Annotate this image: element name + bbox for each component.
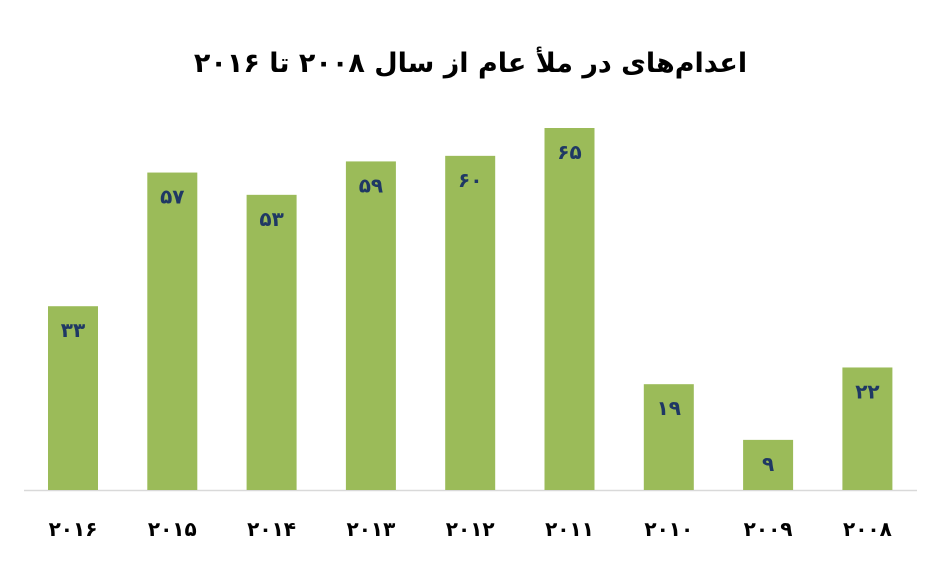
x-tick-label: ۲۰۱۵: [148, 517, 197, 541]
data-label: ۶۰: [458, 168, 482, 192]
x-tick-label: ۲۰۱۰: [644, 517, 693, 541]
bar: [345, 161, 396, 490]
bar: [743, 439, 794, 490]
bar: [544, 128, 595, 490]
data-label: ۶۵: [557, 140, 581, 164]
chart-title: اعدام‌های در ملأ عام از سال ۲۰۰۸ تا ۲۰۱۶: [193, 48, 748, 79]
bar: [246, 194, 297, 491]
x-tick-label: ۲۰۱۳: [346, 517, 395, 541]
bar: [48, 306, 98, 490]
x-tick-label: ۲۰۱۶: [49, 517, 98, 541]
x-tick-label: ۲۰۰۸: [843, 517, 892, 541]
data-label: ۲۲: [855, 379, 879, 403]
bar: [643, 384, 694, 490]
data-label: ۳۳: [61, 318, 85, 342]
x-tick-label: ۲۰۱۲: [446, 517, 495, 541]
bar: [147, 172, 198, 491]
data-label: ۵۷: [160, 185, 184, 209]
x-tick-label: ۲۰۰۹: [744, 517, 793, 541]
data-label: ۹: [762, 452, 774, 476]
x-tick-label: ۲۰۱۱: [545, 517, 594, 541]
data-label: ۵۳: [259, 207, 283, 231]
data-label: ۵۹: [359, 173, 383, 197]
x-tick-label: ۲۰۱۴: [247, 517, 296, 541]
bar: [842, 367, 893, 490]
data-label: ۱۹: [657, 396, 681, 420]
bar: [445, 155, 496, 490]
